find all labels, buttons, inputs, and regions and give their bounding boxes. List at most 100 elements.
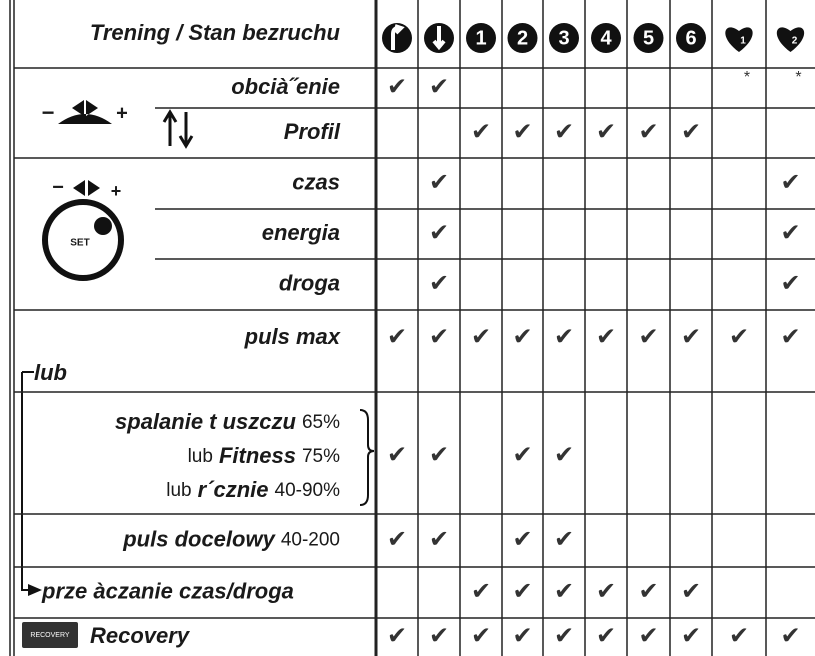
label: Profil bbox=[284, 119, 341, 144]
cell-check: ✔ bbox=[387, 526, 407, 553]
row-label: czas bbox=[292, 169, 340, 194]
cell-check: ✔ bbox=[512, 441, 532, 468]
plus: + bbox=[111, 181, 122, 201]
row-label: spalanie t uszczu 65% bbox=[115, 409, 340, 434]
set-label: SET bbox=[70, 238, 89, 249]
cell-check: ✔ bbox=[681, 323, 701, 350]
number-label: 1 bbox=[475, 27, 486, 49]
cell-check: ✔ bbox=[596, 323, 616, 350]
cell-check: ✔ bbox=[471, 578, 491, 605]
row-label: puls docelowy 40-200 bbox=[122, 526, 340, 551]
cell-check: ✔ bbox=[429, 323, 449, 350]
number-label: 5 bbox=[643, 27, 654, 49]
cell-check: ✔ bbox=[596, 622, 616, 649]
heart-label: 2 bbox=[792, 36, 798, 47]
cell-check: ✔ bbox=[387, 73, 407, 100]
row-label: prze àczanie czas/droga bbox=[41, 578, 294, 603]
arrow-glyph bbox=[391, 24, 405, 50]
cell-check: ✔ bbox=[681, 622, 701, 649]
cell-check: ✔ bbox=[681, 118, 701, 145]
cell-check: ✔ bbox=[512, 526, 532, 553]
label: energia bbox=[262, 220, 340, 245]
heart-icon bbox=[725, 27, 753, 52]
row-label: lub r´cznie 40-90% bbox=[166, 477, 340, 502]
label: Fitness bbox=[219, 443, 296, 468]
prefix: lub bbox=[188, 446, 213, 467]
label: czas bbox=[292, 169, 340, 194]
connector bbox=[21, 371, 34, 591]
cell-check: ✔ bbox=[512, 578, 532, 605]
cell-star: * bbox=[795, 69, 801, 86]
number-icon bbox=[591, 23, 621, 53]
prefix: lub bbox=[166, 480, 191, 501]
cell-check: ✔ bbox=[429, 270, 449, 297]
cell-check: ✔ bbox=[512, 118, 532, 145]
cell-check: ✔ bbox=[387, 622, 407, 649]
dial-arrows bbox=[73, 180, 100, 196]
plus: + bbox=[116, 102, 128, 124]
cell-check: ✔ bbox=[387, 323, 407, 350]
number-icon bbox=[549, 23, 579, 53]
note: 40-200 bbox=[281, 530, 340, 551]
cell-check: ✔ bbox=[596, 578, 616, 605]
cell-check: ✔ bbox=[780, 622, 800, 649]
cell-check: ✔ bbox=[429, 622, 449, 649]
arrow-icon bbox=[382, 23, 412, 53]
recovery-icon-label: RECOVERY bbox=[30, 632, 69, 639]
cell-check: ✔ bbox=[429, 219, 449, 246]
number-label: 4 bbox=[600, 27, 612, 49]
cell-check: ✔ bbox=[429, 526, 449, 553]
cell-check: ✔ bbox=[554, 441, 574, 468]
cell-check: ✔ bbox=[471, 323, 491, 350]
label: droga bbox=[279, 270, 340, 295]
number-label: 6 bbox=[685, 27, 696, 49]
row-label: energia bbox=[262, 220, 340, 245]
cell-check: ✔ bbox=[554, 118, 574, 145]
note: 65% bbox=[302, 412, 340, 433]
cell-star: * bbox=[744, 69, 750, 86]
number-icon bbox=[507, 23, 538, 53]
row-label: droga bbox=[279, 270, 340, 295]
cell-check: ✔ bbox=[596, 118, 616, 145]
minus: − bbox=[52, 176, 64, 198]
cell-check: ✔ bbox=[638, 578, 658, 605]
cell-check: ✔ bbox=[387, 441, 407, 468]
cell-check: ✔ bbox=[429, 441, 449, 468]
note: 40-90% bbox=[275, 480, 341, 501]
cell-check: ✔ bbox=[512, 622, 532, 649]
arrow-glyph bbox=[432, 26, 446, 51]
recovery-icon bbox=[22, 622, 78, 648]
cell-check: ✔ bbox=[729, 622, 749, 649]
row-label: Recovery bbox=[90, 623, 191, 648]
label: Recovery bbox=[90, 623, 191, 648]
cell-check: ✔ bbox=[471, 622, 491, 649]
cell-check: ✔ bbox=[429, 73, 449, 100]
cell-check: ✔ bbox=[429, 169, 449, 196]
label: puls docelowy bbox=[122, 526, 276, 551]
row-label: puls max bbox=[244, 324, 341, 349]
brace bbox=[359, 409, 375, 506]
title: Trening / Stan bezruchu bbox=[90, 20, 341, 45]
cell-check: ✔ bbox=[638, 323, 658, 350]
cell-check: ✔ bbox=[471, 118, 491, 145]
cell-check: ✔ bbox=[780, 169, 800, 196]
cell-check: ✔ bbox=[780, 219, 800, 246]
label: puls max bbox=[244, 324, 341, 349]
label: r´cznie bbox=[198, 477, 269, 502]
number-icon bbox=[466, 23, 496, 53]
cell-check: ✔ bbox=[554, 526, 574, 553]
updown-icon bbox=[162, 109, 194, 149]
cell-check: ✔ bbox=[554, 578, 574, 605]
minus: − bbox=[42, 100, 55, 125]
cell-check: ✔ bbox=[512, 323, 532, 350]
dial-dot bbox=[94, 217, 112, 235]
cell-check: ✔ bbox=[638, 118, 658, 145]
heart-label: 1 bbox=[740, 36, 746, 47]
cell-check: ✔ bbox=[554, 323, 574, 350]
cell-check: ✔ bbox=[780, 270, 800, 297]
number-icon bbox=[633, 23, 664, 53]
cell-check: ✔ bbox=[729, 323, 749, 350]
cell-check: ✔ bbox=[681, 578, 701, 605]
